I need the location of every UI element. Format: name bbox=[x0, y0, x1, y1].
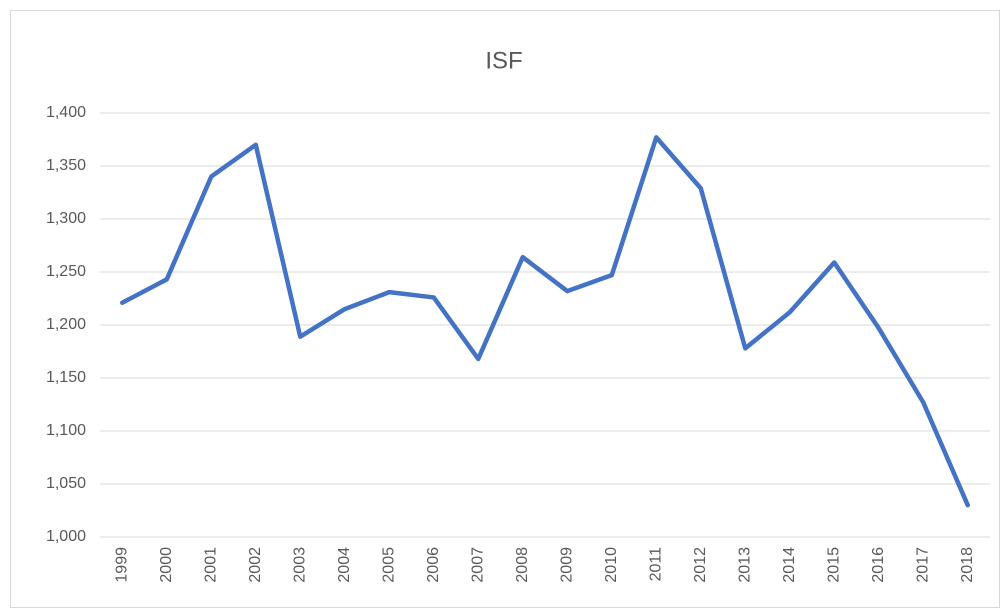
x-tick-label: 2000 bbox=[158, 547, 175, 583]
y-tick-label: 1,300 bbox=[46, 210, 86, 227]
x-tick-label: 2011 bbox=[647, 547, 664, 582]
chart-border bbox=[10, 10, 1000, 608]
x-tick-label: 2010 bbox=[603, 547, 620, 583]
x-tick-label: 2005 bbox=[380, 547, 397, 583]
y-tick-label: 1,000 bbox=[46, 528, 86, 545]
x-tick-label: 2017 bbox=[914, 547, 931, 583]
x-tick-label: 2008 bbox=[514, 547, 531, 583]
x-tick-label: 2001 bbox=[202, 547, 219, 583]
chart-title: ISF bbox=[485, 47, 522, 74]
line-series bbox=[120, 135, 970, 508]
x-tick-label: 1999 bbox=[113, 547, 130, 583]
x-tick-label: 2009 bbox=[558, 547, 575, 583]
y-tick-label: 1,400 bbox=[46, 104, 86, 121]
y-tick-label: 1,150 bbox=[46, 369, 86, 386]
y-tick-label: 1,350 bbox=[46, 157, 86, 174]
x-tick-label: 2018 bbox=[959, 547, 976, 583]
y-tick-label: 1,250 bbox=[46, 263, 86, 280]
x-tick-label: 2015 bbox=[825, 547, 842, 583]
x-tick-label: 2006 bbox=[425, 547, 442, 583]
x-tick-label: 2004 bbox=[336, 547, 353, 583]
x-tick-label: 2007 bbox=[469, 547, 486, 583]
x-tick-label: 2014 bbox=[781, 547, 798, 583]
y-tick-label: 1,200 bbox=[46, 316, 86, 333]
y-tick-label: 1,050 bbox=[46, 475, 86, 492]
y-tick-label: 1,100 bbox=[46, 422, 86, 439]
x-tick-label: 2016 bbox=[870, 547, 887, 583]
x-tick-label: 2002 bbox=[247, 547, 264, 583]
x-tick-label: 2013 bbox=[736, 547, 753, 583]
x-tick-label: 2003 bbox=[291, 547, 308, 583]
x-tick-label: 2012 bbox=[692, 547, 709, 583]
